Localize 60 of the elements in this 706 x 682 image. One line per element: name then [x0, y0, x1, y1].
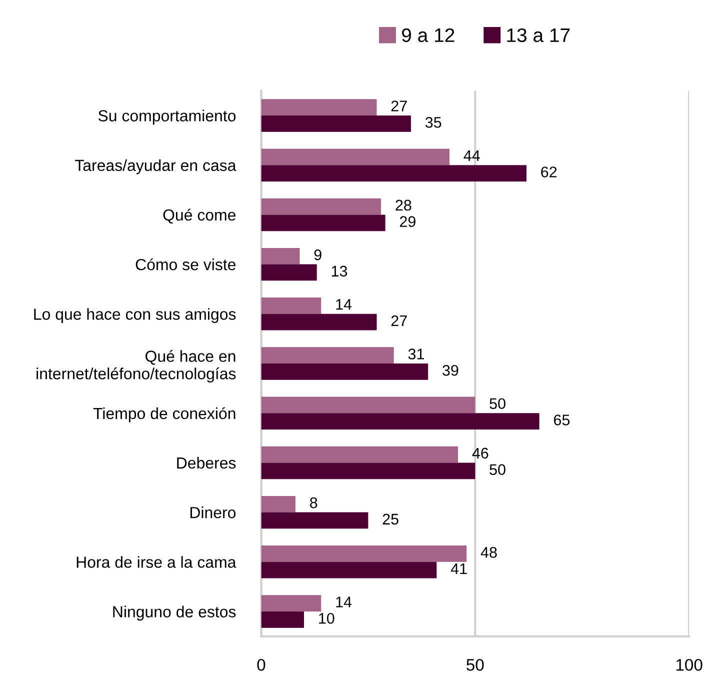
- bar: [261, 214, 386, 232]
- data-label: 50: [490, 398, 506, 410]
- bar: [261, 298, 322, 314]
- data-label: 48: [480, 547, 497, 558]
- bar: [261, 248, 300, 264]
- data-label: 35: [425, 116, 442, 128]
- data-label: 13: [332, 266, 348, 277]
- y-tick-label: Cómo se viste: [136, 258, 236, 270]
- data-label: 29: [400, 216, 416, 227]
- bar: [261, 347, 394, 364]
- bar: [261, 446, 458, 463]
- bar: [261, 364, 428, 380]
- bar: [261, 165, 526, 182]
- bar: [261, 612, 304, 628]
- data-label: 14: [336, 596, 352, 608]
- legend-label: 9 a 12: [402, 28, 454, 42]
- bar: [261, 116, 411, 132]
- y-tick-label: Qué hace en internet/teléfono/tecnologías: [36, 350, 236, 382]
- x-tick-label: 100: [676, 658, 702, 671]
- y-tick-label: Dinero: [190, 506, 236, 518]
- bar: [261, 314, 377, 330]
- data-label: 25: [382, 514, 398, 525]
- x-tick-label: 0: [257, 658, 266, 671]
- y-tick-label: Tiempo de conexión: [93, 407, 236, 422]
- data-label: 46: [472, 448, 488, 459]
- y-tick-label: Tareas/ayudar en casa: [75, 159, 236, 174]
- x-tick-label: 50: [466, 658, 484, 671]
- bar: [261, 198, 382, 215]
- y-tick-label: Su comportamiento: [98, 110, 236, 125]
- data-label: 31: [408, 348, 424, 360]
- data-label: 27: [391, 315, 407, 326]
- data-label: 62: [541, 166, 557, 178]
- bar: [261, 595, 322, 612]
- bar: [261, 546, 467, 562]
- bar: [261, 462, 476, 480]
- y-tick-label: Ninguno de estos: [113, 606, 236, 621]
- data-label: 27: [391, 100, 407, 112]
- bar: [261, 413, 540, 430]
- data-label: 41: [450, 564, 467, 574]
- legend-label: 13 a 17: [507, 28, 570, 42]
- data-label: 9: [314, 249, 322, 260]
- data-label: 44: [464, 150, 480, 161]
- data-label: 10: [319, 612, 334, 624]
- data-label: 39: [442, 364, 458, 376]
- data-label: 8: [310, 497, 318, 508]
- y-tick-label: Lo que hace con sus amigos: [34, 308, 236, 324]
- bar: [261, 496, 296, 512]
- bar: [261, 99, 377, 116]
- bar: [261, 148, 450, 166]
- bar: [261, 264, 317, 281]
- y-tick-label: Hora de irse a la cama: [76, 556, 236, 568]
- y-tick-label: Qué come: [163, 208, 236, 224]
- data-label: 50: [490, 464, 506, 475]
- bar: [261, 562, 437, 578]
- data-label: 14: [336, 299, 352, 310]
- data-label: 28: [396, 200, 412, 211]
- y-tick-label: Deberes: [177, 456, 236, 469]
- bar: [261, 396, 476, 414]
- data-label: 65: [554, 414, 570, 426]
- bar: [261, 512, 368, 529]
